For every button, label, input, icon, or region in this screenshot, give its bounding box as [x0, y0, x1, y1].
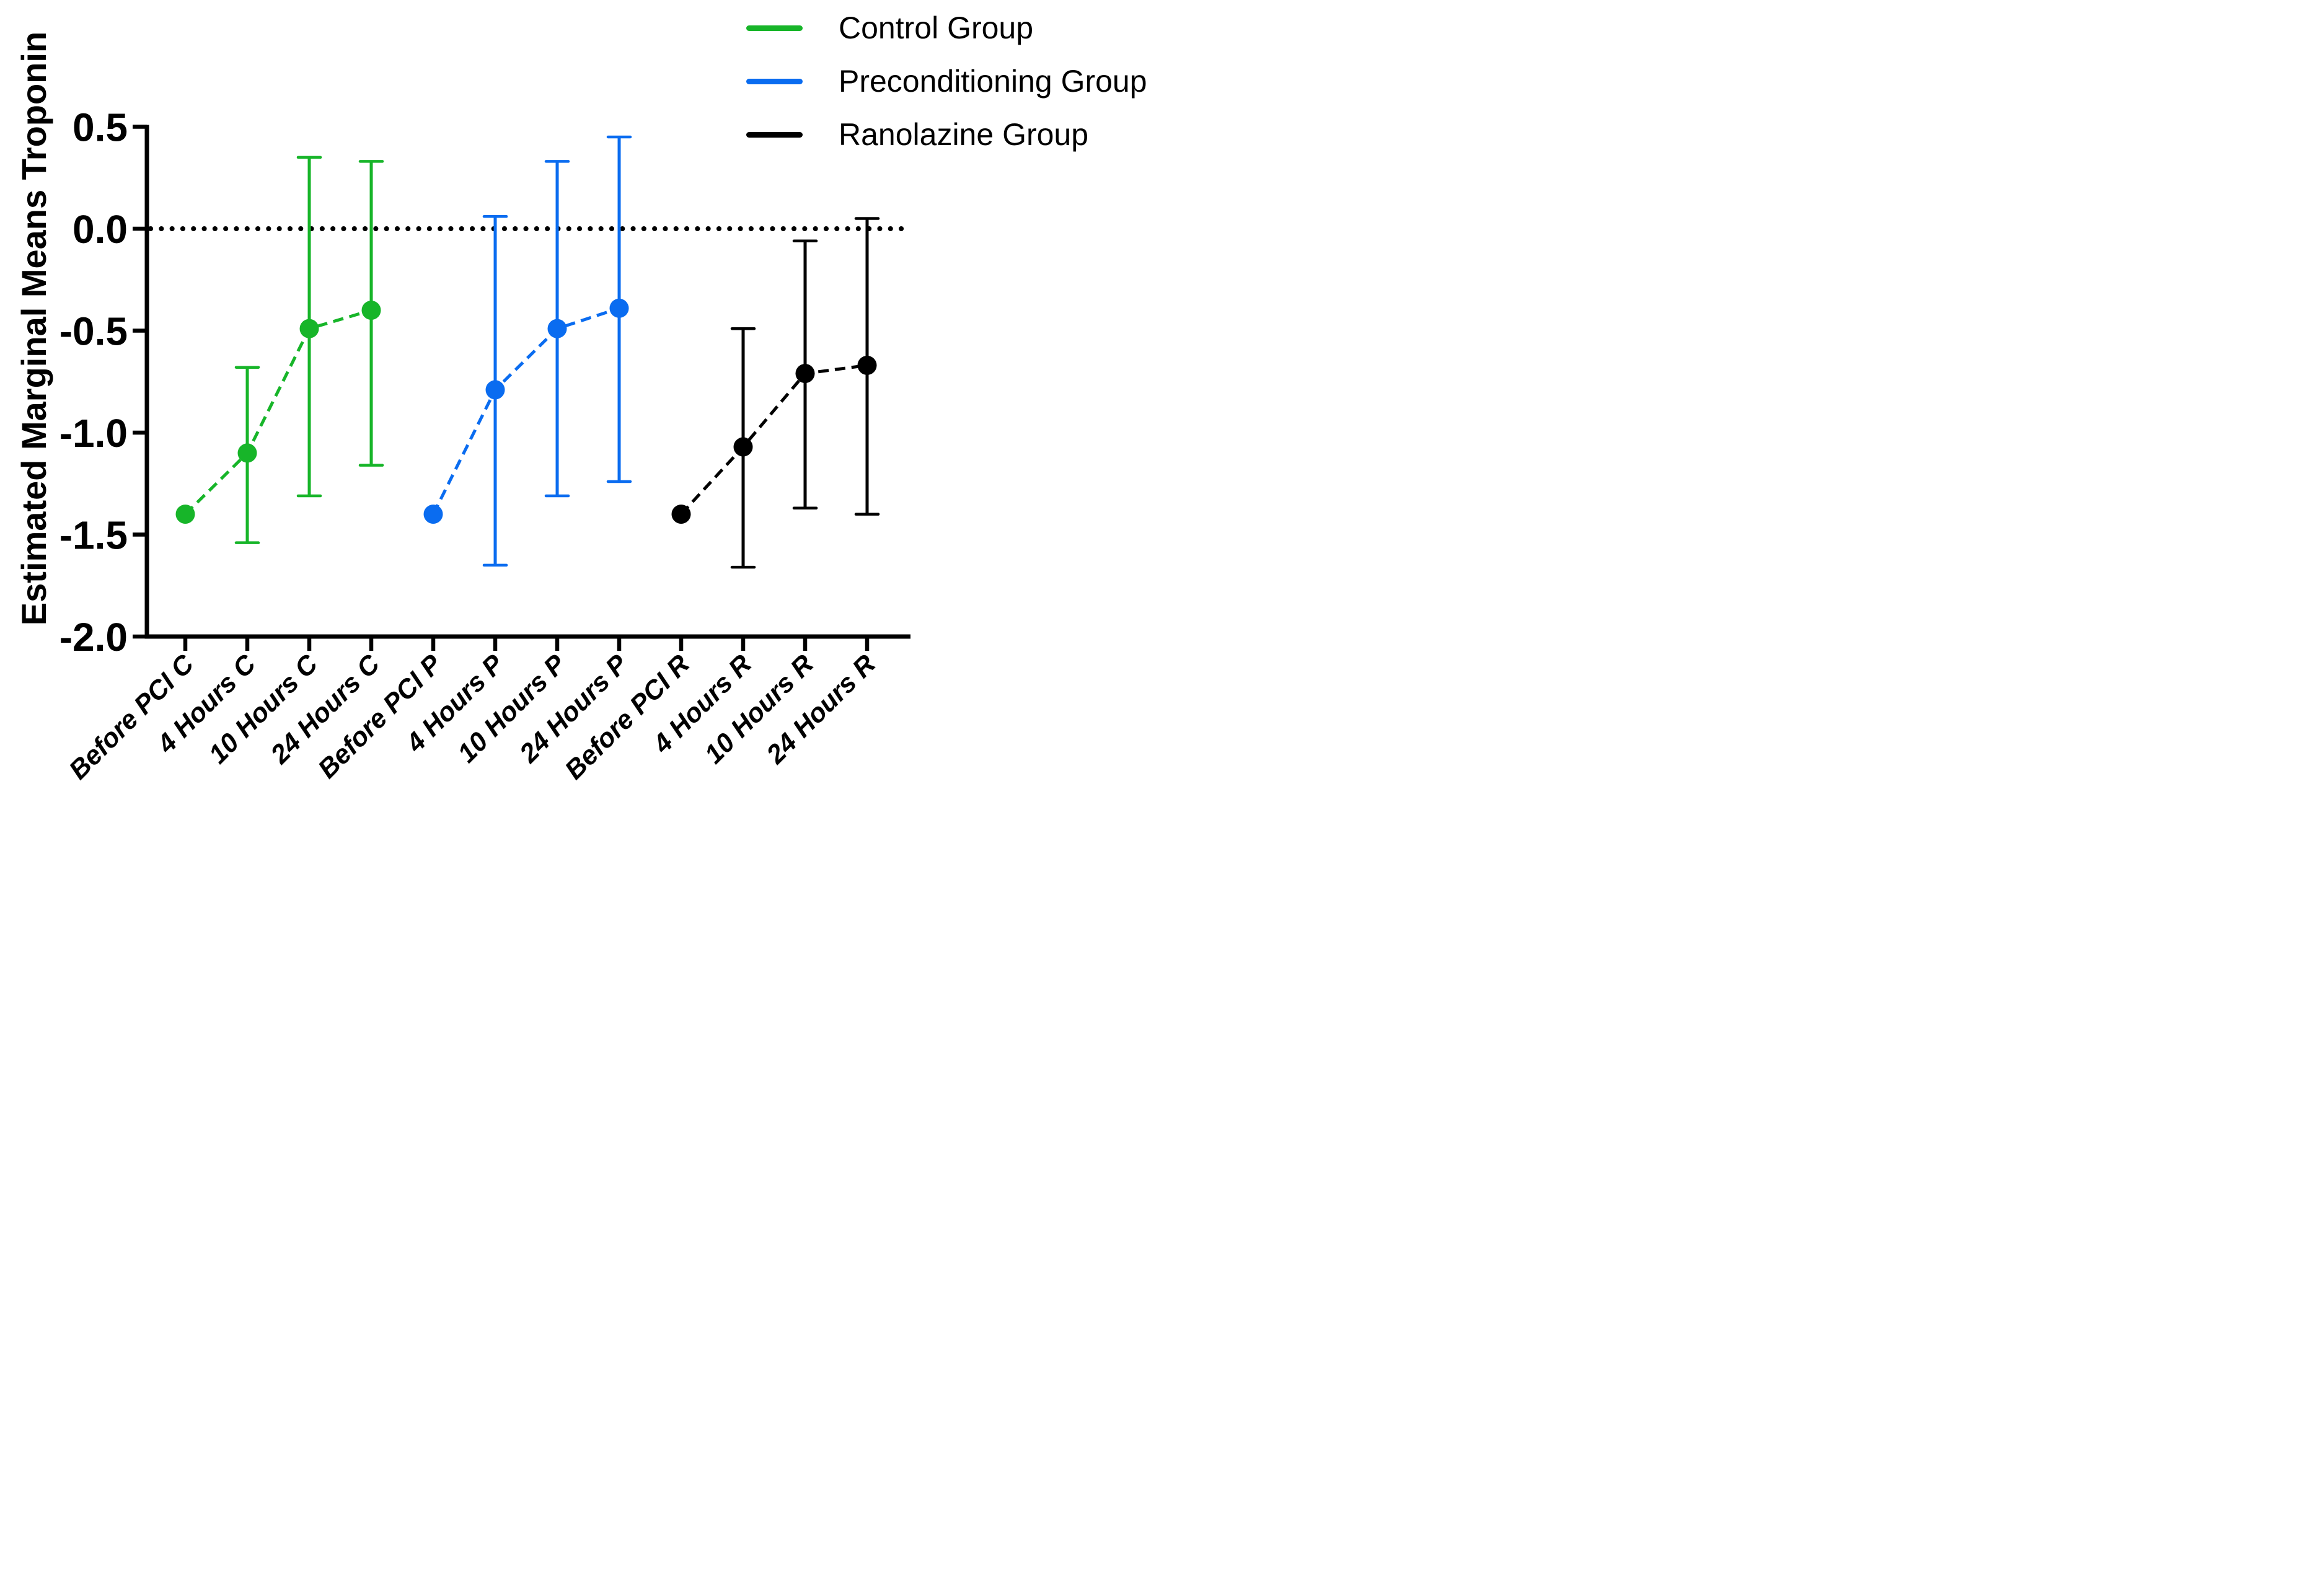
data-point — [237, 443, 257, 463]
y-tick-label: -1.0 — [60, 411, 128, 456]
y-tick-label: 0.5 — [73, 105, 128, 150]
data-point — [299, 319, 319, 338]
legend-label-ranolazine: Ranolazine Group — [839, 117, 1089, 152]
legend-label-control: Control Group — [839, 11, 1034, 45]
data-point — [795, 364, 815, 384]
data-point — [485, 380, 505, 400]
data-point — [547, 319, 567, 338]
preconditioning-line-swatch-icon — [746, 78, 803, 84]
legend-item-preconditioning: Preconditioning Group — [746, 63, 1147, 99]
y-tick-label: -0.5 — [60, 309, 128, 354]
series-line — [680, 363, 868, 516]
y-tick-label: -2.0 — [60, 615, 128, 659]
y-tick-label: 0.0 — [73, 207, 128, 252]
data-point — [857, 355, 877, 375]
y-tick-label: -1.5 — [60, 513, 128, 558]
legend-item-control: Control Group — [746, 10, 1147, 46]
legend-label-preconditioning: Preconditioning Group — [839, 64, 1147, 99]
data-point — [175, 505, 195, 524]
data-point — [609, 298, 629, 318]
data-point — [733, 437, 753, 457]
data-point — [361, 301, 381, 320]
series-line — [184, 309, 372, 516]
legend: Control Group Preconditioning Group Rano… — [746, 10, 1147, 170]
y-axis-title: Estimated Marginal Means Troponin — [14, 32, 53, 625]
control-line-swatch-icon — [746, 25, 803, 31]
legend-item-ranolazine: Ranolazine Group — [746, 117, 1147, 152]
data-point — [423, 505, 443, 524]
troponin-plot: Estimated Marginal Means Troponin 0.5 0.0… — [14, 32, 910, 785]
data-point — [671, 505, 691, 524]
ranolazine-line-swatch-icon — [746, 131, 803, 138]
chart-figure: Estimated Marginal Means Troponin 0.5 0.0… — [0, 0, 1155, 798]
series-line — [431, 306, 620, 515]
